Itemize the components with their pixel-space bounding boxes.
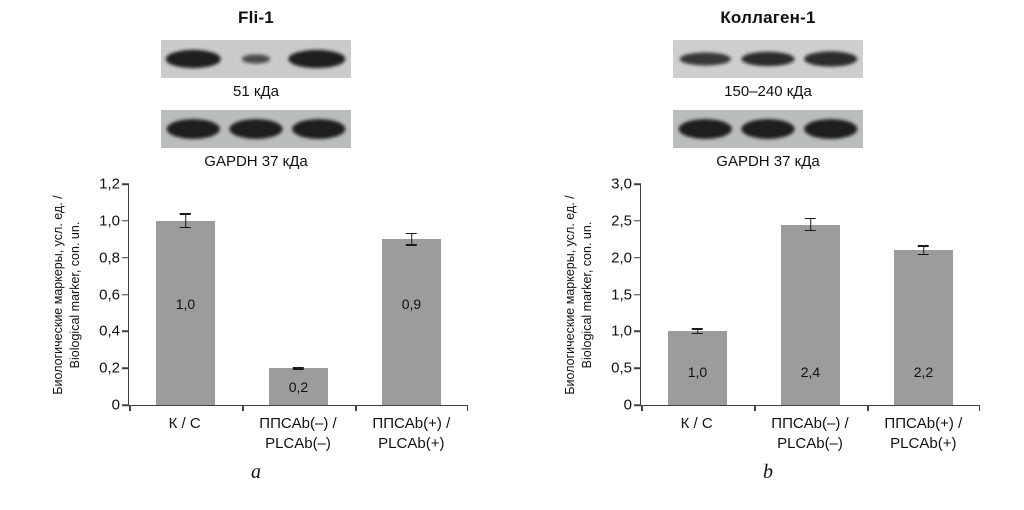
error-bar bbox=[184, 213, 187, 229]
y-tick-mark bbox=[122, 367, 129, 369]
blot-image bbox=[673, 110, 863, 148]
y-tick-label: 2,5 bbox=[611, 212, 632, 230]
panel-a-caption: a bbox=[251, 461, 261, 483]
x-tick-mark bbox=[355, 405, 357, 411]
y-axis-tick-labels-b: 0 0,5 1,0 1,5 2,0 2,5 3,0 bbox=[602, 176, 640, 414]
western-blot-gapdh-a bbox=[161, 110, 351, 148]
x-category-label: ППСAb(+) / PLCAb(+) bbox=[372, 415, 451, 452]
y-tick-label: 0 bbox=[111, 396, 120, 414]
y-tick-mark bbox=[634, 183, 641, 185]
y-tick-label: 0,5 bbox=[611, 359, 632, 377]
x-category-label: К / С bbox=[168, 415, 201, 432]
x-category-label: ППСAb(+) / PLCAb(+) bbox=[884, 415, 963, 452]
bar-value-label: 0,2 bbox=[288, 378, 309, 395]
y-tick-mark bbox=[634, 330, 641, 333]
bar bbox=[269, 368, 328, 405]
x-axis-tick-labels-a: К / С ППСAb(–) / PLCAb(–) ППСAb(+) / PLCAb… bbox=[128, 414, 468, 453]
y-tick-mark bbox=[122, 330, 129, 333]
y-tick-mark bbox=[634, 293, 641, 296]
x-tick-mark bbox=[242, 405, 244, 411]
y-tick-mark bbox=[122, 183, 129, 185]
error-bar bbox=[809, 217, 812, 232]
panel-b-caption: b bbox=[763, 461, 773, 483]
bar-value-label: 1,0 bbox=[687, 363, 708, 380]
plot-area-a: 1,0 0,2 0,9 bbox=[122, 183, 468, 411]
y-tick-label: 1,0 bbox=[611, 322, 632, 340]
fli1-weight-label: 51 кДа bbox=[233, 83, 279, 100]
x-tick-mark bbox=[129, 405, 131, 411]
blot-image bbox=[673, 40, 863, 78]
error-bar bbox=[297, 366, 300, 370]
y-tick-mark bbox=[634, 367, 641, 369]
x-axis-tick-labels-b: К / С ППСAb(–) / PLCAb(–) ППСAb(+) / PLCAb… bbox=[640, 414, 980, 453]
x-category-label: К / С bbox=[680, 415, 713, 432]
blot-image bbox=[161, 40, 351, 78]
y-axis-label-a: Биологические маркеры, усл. ед. / Biolog… bbox=[51, 195, 82, 395]
error-bar bbox=[410, 232, 413, 246]
y-tick-label: 0 bbox=[623, 396, 632, 414]
y-tick-label: 2,0 bbox=[611, 249, 632, 267]
y-tick-mark bbox=[634, 220, 641, 222]
y-axis-label-b: Биологические маркеры, усл. ед. / Biolog… bbox=[563, 195, 594, 395]
gapdh-label-b: GAPDH 37 кДа bbox=[716, 153, 820, 170]
x-category-label: ППСAb(–) / PLCAb(–) bbox=[771, 415, 849, 452]
bar bbox=[894, 250, 953, 405]
y-axis-tick-labels-a: 0 0,2 0,4 0,6 0,8 1,0 1,2 bbox=[90, 176, 128, 414]
y-tick-label: 0,8 bbox=[99, 249, 120, 267]
panel-a-title: Fli-1 bbox=[238, 8, 274, 27]
y-tick-label: 0,4 bbox=[99, 322, 120, 340]
y-axis-label-container-a: Биологические маркеры, усл. ед. / Biolog… bbox=[44, 184, 90, 406]
y-tick-mark bbox=[122, 256, 129, 259]
error-bar bbox=[696, 328, 699, 335]
western-blot-gapdh-b bbox=[673, 110, 863, 148]
x-tick-mark bbox=[466, 405, 468, 411]
gapdh-label-a: GAPDH 37 кДа bbox=[204, 153, 308, 170]
y-tick-label: 1,5 bbox=[611, 286, 632, 303]
bar bbox=[382, 239, 441, 405]
y-tick-mark bbox=[122, 293, 129, 296]
panel-b: Коллаген-1 150–240 кДа GAPDH 37 кДа Биол… bbox=[512, 0, 1024, 510]
y-tick-label: 0,2 bbox=[99, 359, 120, 377]
bar bbox=[668, 331, 727, 405]
x-tick-mark bbox=[754, 405, 756, 411]
x-tick-mark bbox=[978, 405, 980, 411]
y-axis-label-container-b: Биологические маркеры, усл. ед. / Biolog… bbox=[556, 184, 602, 406]
bar-value-label: 2,2 bbox=[913, 363, 934, 380]
bar bbox=[156, 220, 215, 405]
y-tick-mark bbox=[122, 404, 129, 406]
x-tick-mark bbox=[641, 405, 643, 411]
bar-chart-b: Биологические маркеры, усл. ед. / Biolog… bbox=[556, 176, 980, 453]
x-category-label: ППСAb(–) / PLCAb(–) bbox=[259, 415, 337, 452]
y-tick-label: 1,0 bbox=[99, 212, 120, 230]
blot-image bbox=[161, 110, 351, 148]
y-tick-mark bbox=[122, 220, 129, 222]
panel-a: Fli-1 51 кДа GAPDH 37 кДа Биологические … bbox=[0, 0, 512, 510]
western-blot-collagen1 bbox=[673, 40, 863, 78]
western-blot-fli1 bbox=[161, 40, 351, 78]
panel-b-title: Коллаген-1 bbox=[720, 8, 816, 27]
bar-chart-a: Биологические маркеры, усл. ед. / Biolog… bbox=[44, 176, 468, 453]
x-tick-mark bbox=[867, 405, 869, 411]
error-bar bbox=[922, 245, 925, 256]
bar-value-label: 2,4 bbox=[800, 363, 821, 380]
y-tick-label: 1,2 bbox=[99, 175, 120, 193]
bar-value-label: 1,0 bbox=[175, 295, 196, 312]
y-tick-mark bbox=[634, 256, 641, 259]
y-tick-label: 3,0 bbox=[611, 175, 632, 193]
collagen1-weight-label: 150–240 кДа bbox=[724, 83, 812, 100]
bar bbox=[781, 224, 840, 405]
y-tick-mark bbox=[634, 404, 641, 406]
plot-area-b: 1,0 2,4 2,2 bbox=[634, 183, 980, 411]
y-tick-label: 0,6 bbox=[99, 286, 120, 303]
bar-value-label: 0,9 bbox=[401, 295, 422, 312]
